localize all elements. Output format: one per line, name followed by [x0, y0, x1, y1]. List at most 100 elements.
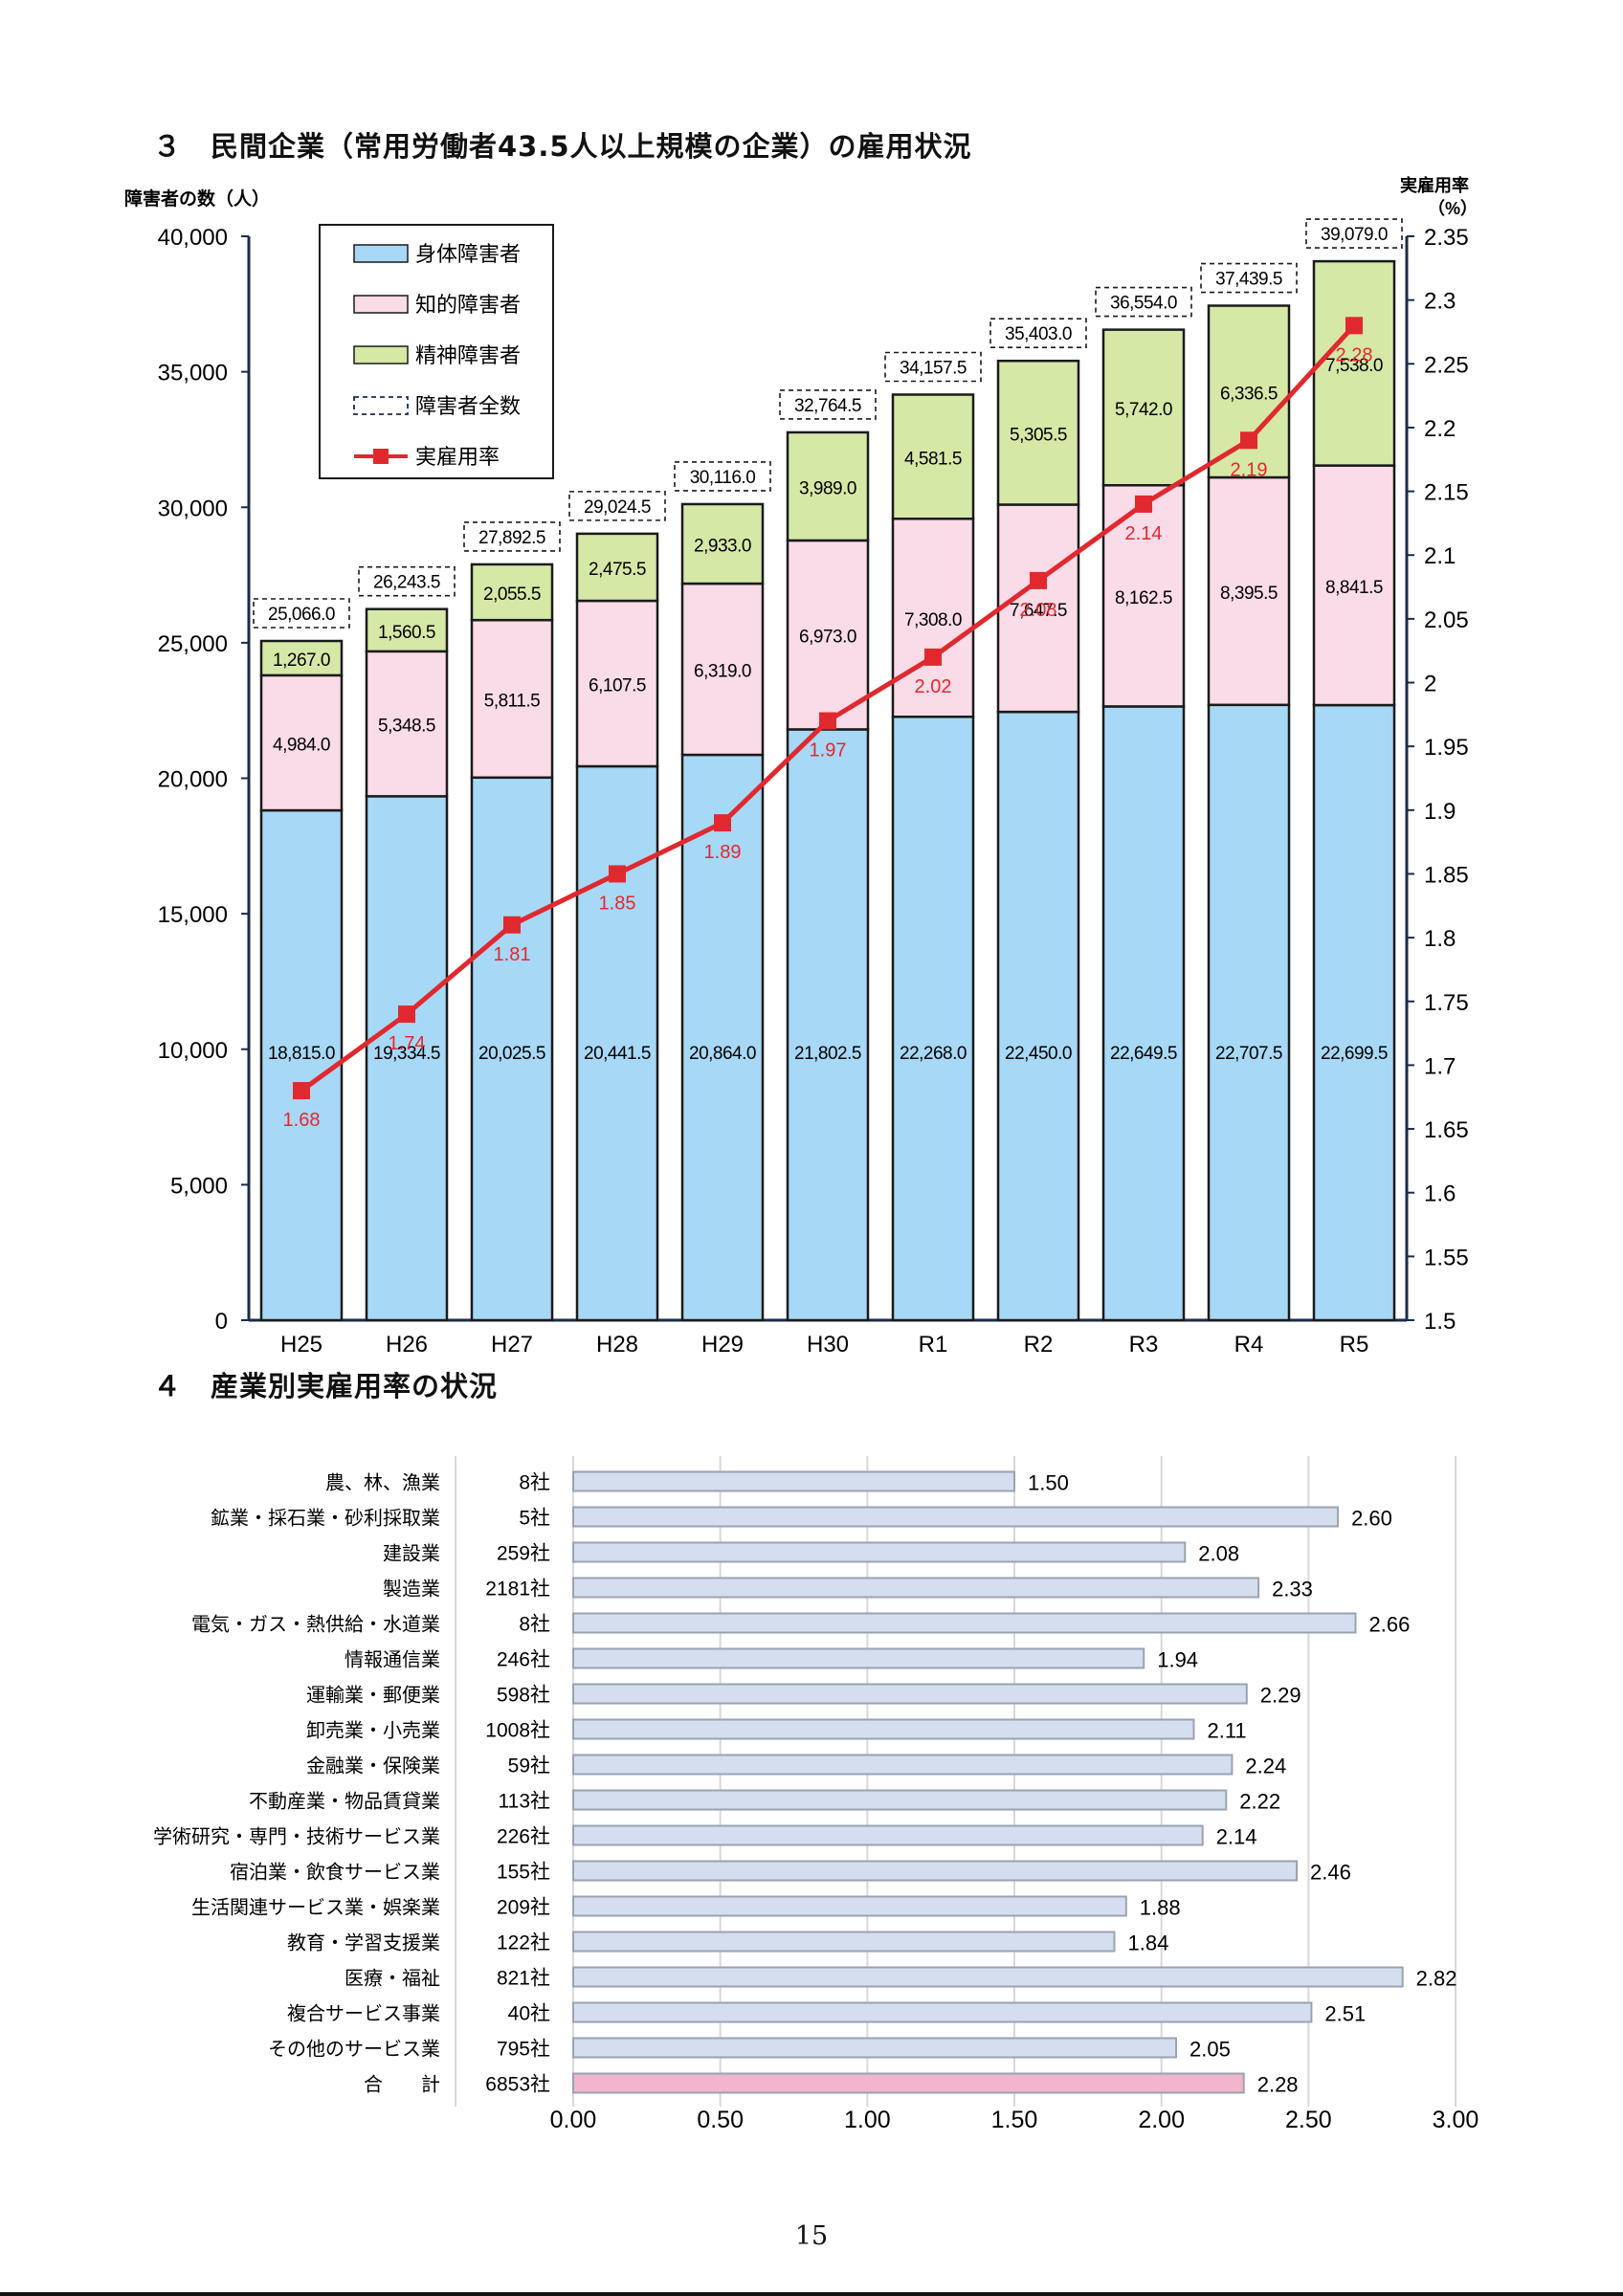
- intellectual-bar-segment: [680, 582, 765, 757]
- industry-rate-bar: [572, 1718, 1195, 1740]
- mental-bar-segment: [1101, 328, 1186, 487]
- intellectual-bar-segment: [365, 650, 449, 798]
- right-axis-tick-label: 1.8: [1424, 926, 1456, 952]
- rate-point-marker: [1135, 495, 1152, 513]
- mental-bar-segment: [575, 532, 659, 603]
- left-axis-tick-label: 25,000: [158, 631, 228, 657]
- total-label-box: [1095, 286, 1192, 318]
- legend-swatch-mental: [353, 345, 409, 364]
- rate-value-label: 2.08: [1020, 600, 1057, 621]
- total-label-box: [358, 565, 456, 597]
- x-axis-tick-label: 2.50: [1285, 2107, 1332, 2133]
- industry-rate-value-label: 2.33: [1272, 1578, 1313, 1601]
- rate-point-marker: [819, 712, 836, 730]
- industry-name-label: その他のサービス業: [268, 2039, 440, 2061]
- industry-name-label: 建設業: [383, 1543, 440, 1565]
- industry-rate-value-label: 2.22: [1239, 1790, 1280, 1814]
- industry-rate-bar: [572, 1895, 1127, 1917]
- company-count-label: 2181社: [485, 1578, 550, 1601]
- company-count-label: 59社: [508, 1755, 550, 1777]
- legend-swatch-intellectual: [353, 295, 409, 314]
- industry-name-label: 卸売業・小売業: [306, 1720, 440, 1742]
- industry-rate-value-label: 2.05: [1189, 2038, 1231, 2062]
- intellectual-value-label: 8,395.5: [1220, 584, 1278, 604]
- rate-value-label: 1.68: [283, 1110, 321, 1131]
- mental-bar-segment: [365, 607, 449, 653]
- company-count-label: 1008社: [485, 1720, 550, 1742]
- right-axis-tick-label: 2.25: [1424, 352, 1469, 378]
- industry-rate-bar: [572, 1931, 1116, 1953]
- physical-bar-segment: [470, 776, 554, 1322]
- total-value-label: 26,243.5: [373, 573, 440, 593]
- rate-point-marker: [1345, 317, 1363, 335]
- industry-name-label: 鉱業・採石業・砂利採取業: [211, 1508, 440, 1530]
- company-count-label: 40社: [508, 2003, 550, 2025]
- intellectual-bar-segment: [1312, 464, 1396, 707]
- total-value-label: 35,403.0: [1005, 324, 1072, 344]
- x-axis-tick-label: 3.00: [1433, 2107, 1479, 2133]
- industry-name-label: 情報通信業: [345, 1649, 440, 1671]
- mental-bar-segment: [259, 639, 344, 677]
- industry-rate-value-label: 2.51: [1324, 2002, 1366, 2026]
- right-axis-tick-label: 2.3: [1424, 289, 1456, 315]
- physical-bar-segment: [891, 716, 975, 1322]
- bottom-rule: [0, 2292, 1623, 2296]
- industry-name-label: 生活関連サービス業・娯楽業: [191, 1897, 440, 1919]
- mental-value-label: 2,475.5: [589, 560, 646, 580]
- total-label-box: [568, 491, 666, 521]
- physical-value-label: 22,699.5: [1321, 1044, 1388, 1064]
- x-axis-category-label: R3: [1129, 1332, 1159, 1358]
- left-axis-tick-label: 40,000: [158, 225, 228, 251]
- company-count-label: 113社: [499, 1791, 550, 1813]
- industry-rate-value-label: 2.82: [1416, 1967, 1457, 1991]
- industry-rate-value-label: 2.29: [1260, 1684, 1301, 1708]
- physical-value-label: 21,802.5: [794, 1044, 861, 1064]
- industry-rate-bar: [572, 1754, 1234, 1776]
- company-count-label: 6853社: [485, 2074, 550, 2096]
- industry-rate-bar: [572, 1506, 1340, 1528]
- industry-rate-bar: [572, 2001, 1313, 2023]
- mental-value-label: 3,989.0: [799, 478, 856, 498]
- industry-rate-value-label: 2.66: [1369, 1613, 1411, 1637]
- page-number: 15: [794, 2221, 829, 2251]
- total-label-box: [989, 318, 1087, 349]
- mental-bar-segment: [470, 563, 554, 622]
- x-axis-category-label: H26: [386, 1332, 428, 1358]
- legend-swatch-rate-marker: [373, 449, 389, 464]
- total-value-label: 37,439.5: [1215, 270, 1282, 290]
- total-label-box: [674, 461, 771, 492]
- right-axis-tick-label: 1.9: [1424, 799, 1456, 825]
- left-axis-tick-label: 15,000: [158, 902, 228, 928]
- total-label-box: [779, 389, 877, 420]
- industry-rate-bar: [572, 2072, 1245, 2094]
- intellectual-bar-segment: [891, 518, 975, 718]
- industry-rate-value-label: 2.24: [1245, 1755, 1286, 1778]
- mental-bar-segment: [1312, 259, 1396, 467]
- rate-point-marker: [609, 865, 626, 883]
- left-axis-tick-label: 30,000: [158, 496, 228, 521]
- mental-value-label: 5,305.5: [1010, 425, 1067, 445]
- total-value-label: 39,079.0: [1321, 225, 1388, 245]
- physical-bar-segment: [996, 710, 1080, 1322]
- physical-bar-segment: [1207, 703, 1291, 1322]
- x-axis-category-label: H25: [280, 1332, 322, 1358]
- intellectual-bar-segment: [1207, 475, 1291, 707]
- rate-point-marker: [1240, 431, 1257, 450]
- right-axis-tick-label: 2.1: [1424, 543, 1456, 569]
- right-axis-tick-label: 1.6: [1424, 1181, 1456, 1207]
- industry-rate-value-label: 2.11: [1207, 1719, 1246, 1743]
- right-axis-tick-label: 1.7: [1424, 1053, 1456, 1079]
- x-axis-category-label: H28: [596, 1332, 638, 1358]
- physical-value-label: 19,334.5: [373, 1044, 440, 1064]
- x-axis-category-label: H27: [491, 1332, 533, 1358]
- rate-value-label: 2.19: [1231, 459, 1268, 480]
- industry-rate-value-label: 1.84: [1127, 1932, 1168, 1955]
- total-value-label: 25,066.0: [268, 605, 335, 625]
- rate-point-marker: [924, 648, 942, 666]
- intellectual-value-label: 6,107.5: [589, 675, 646, 695]
- industry-name-label: 不動産業・物品賃貸業: [249, 1791, 440, 1813]
- section-4-title: ４ 産業別実雇用率の状況: [153, 1370, 499, 1402]
- right-axis-tick-label: 2.05: [1424, 607, 1469, 633]
- total-label-box: [884, 351, 982, 383]
- industry-rate-bar: [572, 1577, 1260, 1599]
